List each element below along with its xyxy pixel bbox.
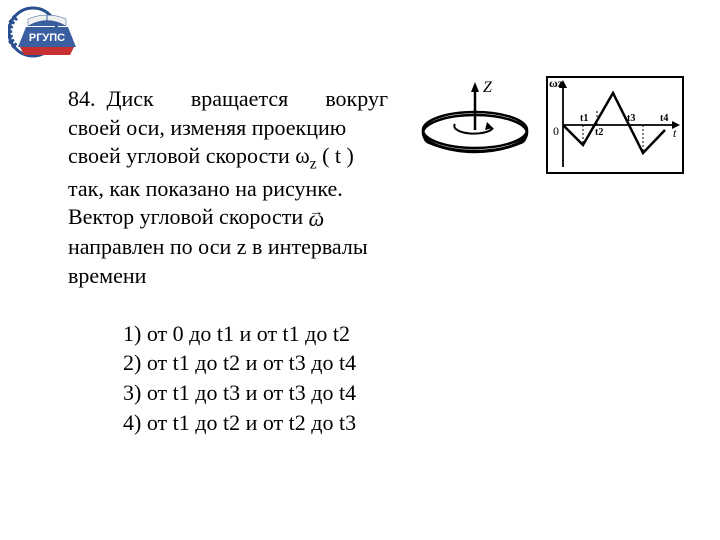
university-logo: РГУПС — [8, 5, 80, 60]
problem-number: 84. — [68, 86, 96, 111]
word-disk: Диск — [107, 86, 154, 111]
option-1: 1) от 0 до t1 и от t1 до t2 — [123, 319, 678, 349]
problem-line-3b: ( t ) — [322, 143, 354, 168]
answer-options: 1) от 0 до t1 и от t1 до t2 2) от t1 до … — [123, 319, 678, 438]
problem-line-5a: Вектор угловой скорости — [68, 204, 303, 229]
subscript-z: z — [310, 156, 317, 173]
omega-vector-icon: →ω — [309, 205, 325, 234]
problem-line-2: своей оси, изменяя проекцию — [68, 114, 388, 143]
problem-line-6: направлен по оси z в интервалы — [68, 233, 678, 262]
option-4: 4) от t1 до t2 и от t2 до t3 — [123, 408, 678, 438]
option-2: 2) от t1 до t2 и от t3 до t4 — [123, 348, 678, 378]
problem-line-4: так, как показано на рисунке. — [68, 175, 678, 204]
word-around: вокруг — [325, 85, 388, 114]
word-rotates: вращается — [191, 85, 288, 114]
problem-line-3a: своей угловой скорости ω — [68, 143, 310, 168]
option-3: 3) от t1 до t3 и от t3 до t4 — [123, 378, 678, 408]
logo-text: РГУПС — [29, 32, 65, 44]
problem-statement: 84. Диск вращается вокруг своей оси, изм… — [68, 85, 678, 291]
problem-content: 84. Диск вращается вокруг своей оси, изм… — [68, 85, 678, 437]
problem-line-7: времени — [68, 262, 678, 291]
